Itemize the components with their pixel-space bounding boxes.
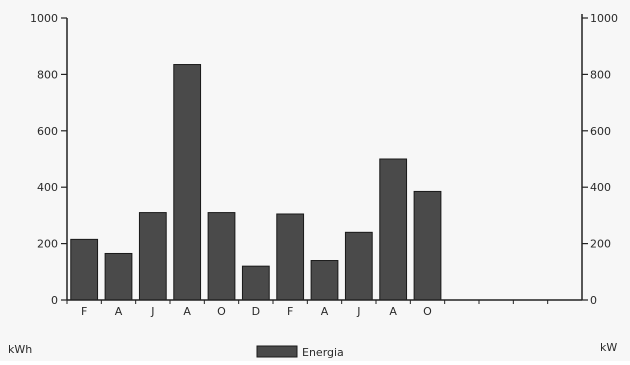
bars-group [70, 64, 442, 301]
bar-1 [70, 238, 99, 301]
legend-label: Energia [302, 346, 344, 359]
x-tick-label: O [217, 305, 226, 318]
bar-7 [276, 213, 305, 301]
right-tick-label: 200 [590, 238, 611, 251]
left-tick-label: 200 [37, 238, 58, 251]
x-tick-label: A [115, 305, 123, 318]
x-tick-label: J [150, 305, 154, 318]
left-axis-ticks: 0 200 400 600 800 1000 [30, 12, 67, 307]
right-axis-unit-label: kW [600, 341, 617, 354]
bar-6 [241, 265, 270, 301]
left-tick-label: 1000 [30, 12, 58, 25]
bar-4 [173, 64, 202, 301]
left-axis-unit-label: kWh [8, 343, 32, 356]
right-tick-label: 1000 [590, 12, 618, 25]
left-tick-label: 600 [37, 125, 58, 138]
x-tick-label: A [389, 305, 397, 318]
bar-2 [104, 252, 133, 301]
right-tick-label: 400 [590, 181, 611, 194]
left-tick-label: 800 [37, 68, 58, 81]
x-tick-label: O [423, 305, 432, 318]
x-tick-label: D [252, 305, 260, 318]
right-tick-label: 0 [590, 294, 597, 307]
bar-8 [310, 260, 339, 301]
x-tick-label: A [321, 305, 329, 318]
x-tick-label: A [183, 305, 191, 318]
x-tick-label: F [81, 305, 87, 318]
bar-10 [379, 158, 408, 301]
right-tick-label: 600 [590, 125, 611, 138]
left-tick-label: 400 [37, 181, 58, 194]
bar-9 [344, 231, 373, 301]
legend-swatch [256, 345, 298, 358]
right-tick-label: 800 [590, 68, 611, 81]
right-axis-ticks: 0 200 400 600 800 1000 [582, 12, 618, 307]
bar-11 [413, 190, 442, 301]
left-tick-label: 0 [51, 294, 58, 307]
x-tick-label: J [356, 305, 360, 318]
x-tick-label: F [287, 305, 293, 318]
bar-3 [138, 212, 167, 301]
bar-5 [207, 212, 236, 301]
